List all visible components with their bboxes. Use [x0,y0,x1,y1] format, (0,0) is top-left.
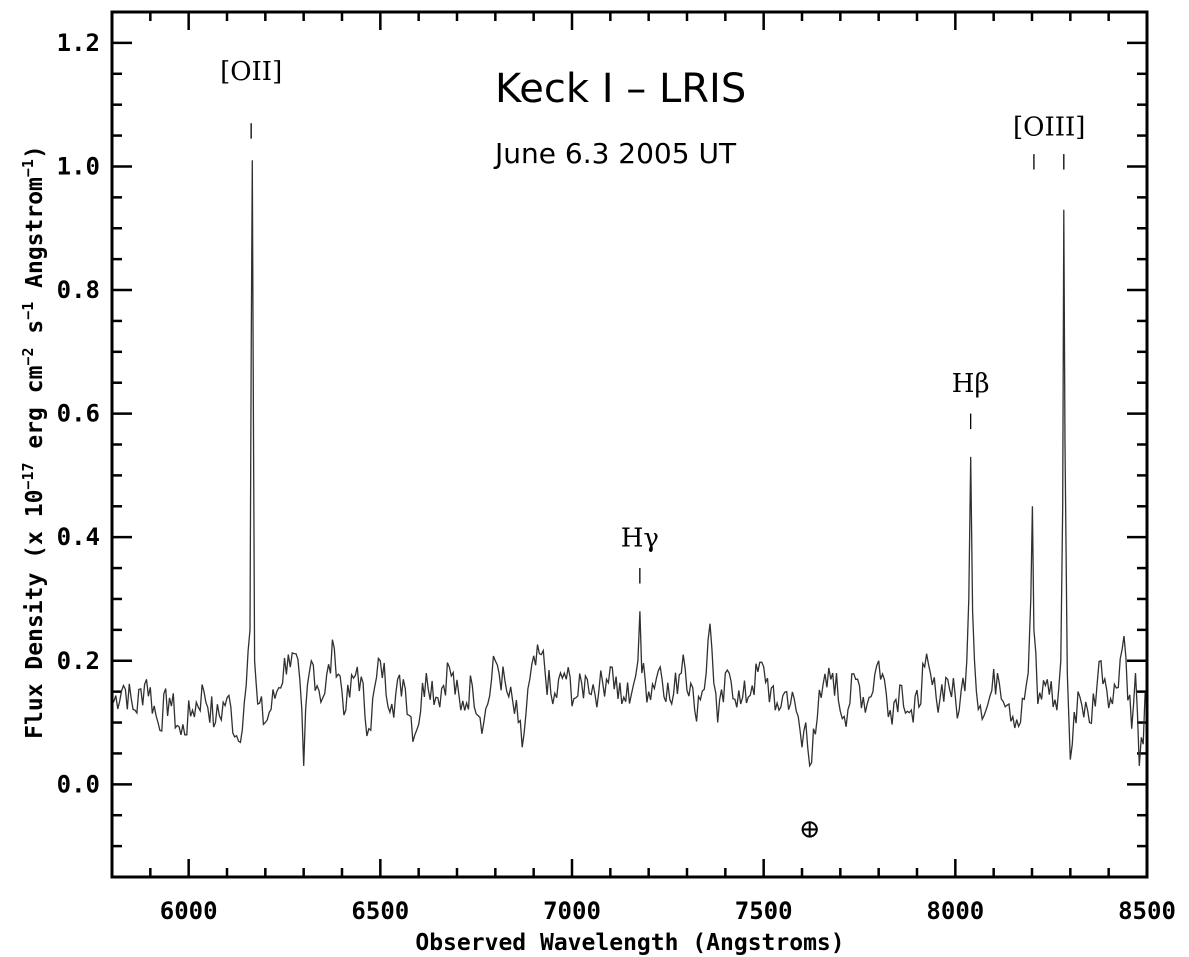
chart-title: Keck I – LRIS [495,66,746,112]
y-tick-label: 1.0 [57,152,100,180]
y-tick-label: 0.6 [57,400,100,428]
line-identifications: [OII] Hγ Hβ [OIII] ⊕ [220,57,1085,845]
x-tick-label: 6000 [160,897,218,925]
y-axis-title: Flux Density (x 10−17 erg cm−2 s−1 Angst… [19,145,48,739]
line-id-label: [OIII] [1013,113,1085,143]
y-tick-label: 1.2 [57,29,100,57]
y-tick-label: 0.0 [57,770,100,798]
x-tick-label: 7500 [735,897,793,925]
y-tick-label: 0.8 [57,276,100,304]
x-tick-label: 6500 [351,897,409,925]
spectrum-series [111,160,1148,768]
x-tick-label: 8500 [1118,897,1176,925]
telluric-symbol: ⊕ [799,815,821,845]
plot-frame [110,10,1149,879]
tick-labels: 6000 6500 7000 7500 8000 8500 0.0 0.2 0.4 0.6 0.8 1… [57,29,1176,925]
chart-subtitle: June 6.3 2005 UT [493,137,737,170]
x-tick-label: 7000 [543,897,601,925]
spectrum-line-0 [111,160,1148,768]
line-id-label: Hγ [621,523,659,553]
y-tick-label: 0.2 [57,647,100,675]
y-tick-label: 0.4 [57,523,100,551]
line-id-label: [OII] [220,57,282,87]
line-id-label: Hβ [952,369,990,399]
x-tick-label: 8000 [926,897,984,925]
x-axis-title: Observed Wavelength (Angstroms) [415,930,844,956]
